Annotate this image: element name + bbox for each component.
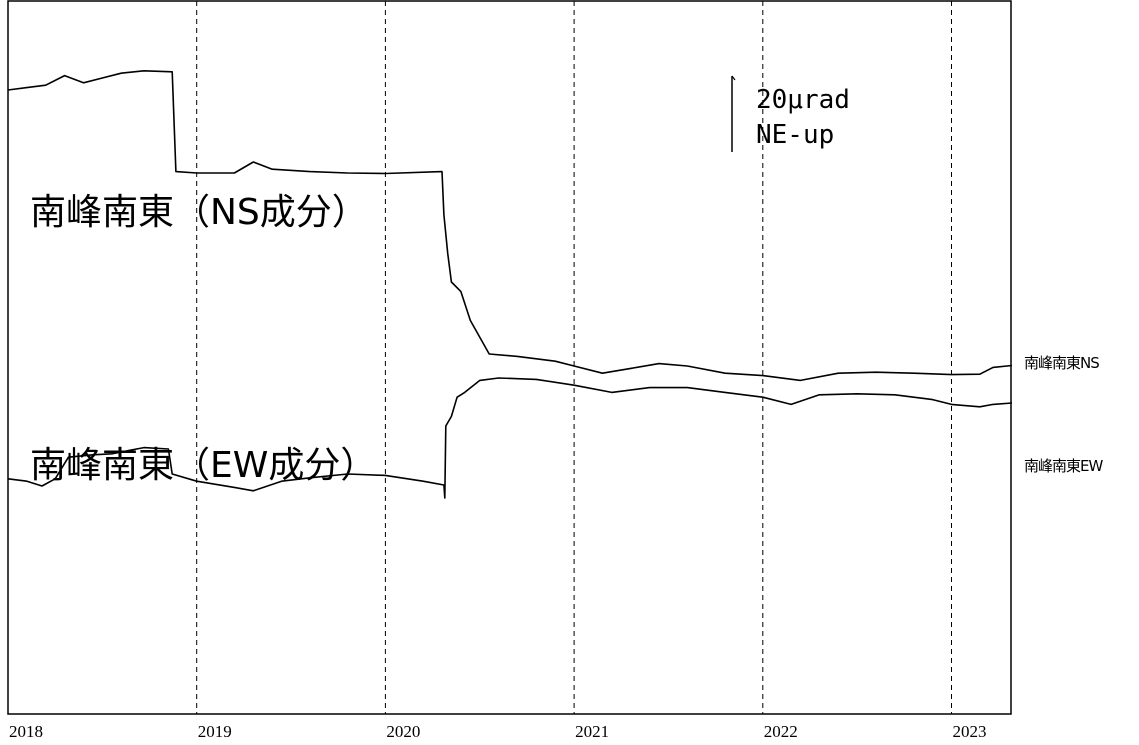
x-tick-2022: 2022 bbox=[764, 722, 798, 741]
scale-bar-cap bbox=[731, 75, 736, 81]
x-tick-2021: 2021 bbox=[575, 722, 609, 741]
ns-end-label: 南峰南東NS bbox=[1024, 354, 1099, 372]
x-tick-2023: 2023 bbox=[953, 722, 987, 741]
x-tick-2018: 2018 bbox=[9, 722, 43, 741]
ew-end-label: 南峰南東EW bbox=[1024, 457, 1103, 475]
ew-series-line bbox=[7, 377, 1012, 499]
x-tick-2020: 2020 bbox=[386, 722, 420, 741]
scale-bar-direction: NE-up bbox=[756, 120, 834, 150]
ew-series-title: 南峰南東（EW成分） bbox=[30, 445, 376, 486]
scale-bar: 20μrad NE-up bbox=[731, 75, 850, 152]
year-gridlines bbox=[196, 1, 952, 714]
plot-frame bbox=[7, 0, 1012, 715]
ns-series-line bbox=[7, 70, 1012, 382]
ns-series-title: 南峰南東（NS成分） bbox=[30, 192, 368, 233]
x-tick-2019: 2019 bbox=[198, 722, 232, 741]
series-lines bbox=[7, 70, 1012, 499]
x-tick-labels: 2018 2019 2020 2021 2022 2023 bbox=[9, 722, 987, 741]
scale-bar-value: 20μrad bbox=[756, 85, 850, 115]
